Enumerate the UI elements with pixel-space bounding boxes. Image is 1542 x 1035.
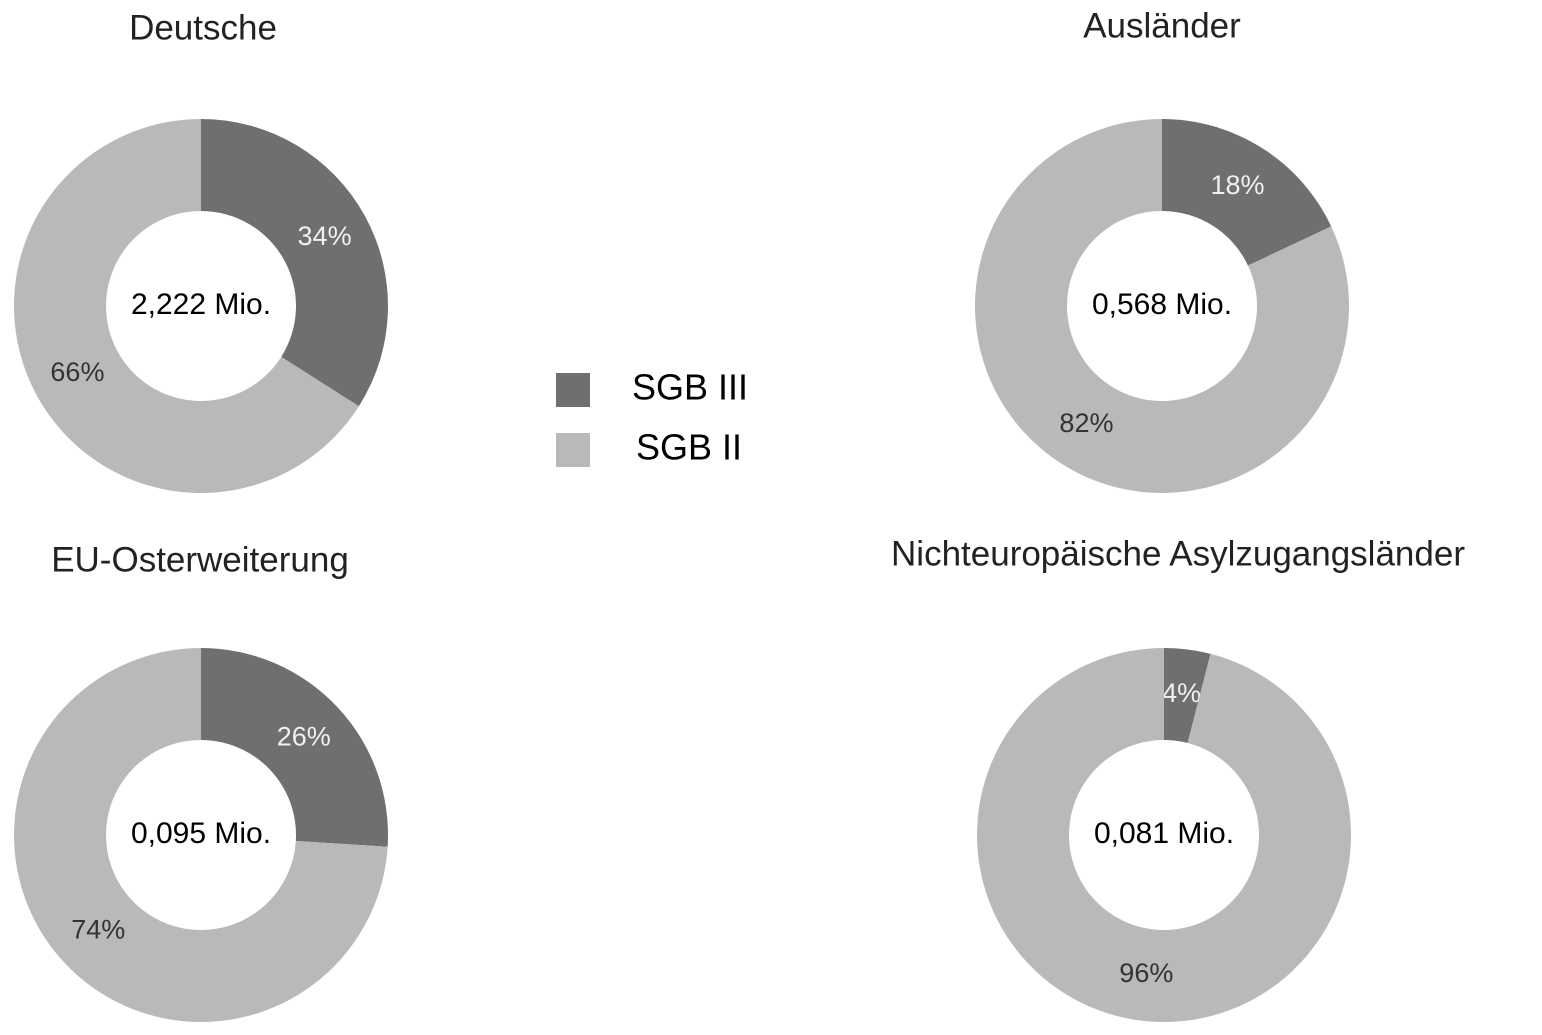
- value-label: 4%: [1162, 678, 1201, 708]
- center-label: 0,095 Mio.: [131, 817, 271, 850]
- legend-label: SGB III: [632, 367, 748, 408]
- chart-title: Ausländer: [1083, 6, 1241, 45]
- value-label: 74%: [71, 915, 125, 945]
- legend-swatch: [556, 433, 590, 467]
- value-label: 34%: [298, 221, 352, 251]
- chart-title: Deutsche: [129, 8, 277, 47]
- center-label: 0,081 Mio.: [1094, 817, 1234, 850]
- donut-slice: [976, 648, 1351, 1023]
- value-label: 18%: [1211, 170, 1265, 200]
- donut-slice: [974, 119, 1349, 494]
- center-label: 0,568 Mio.: [1092, 288, 1232, 321]
- donut-slice: [201, 119, 388, 407]
- donut-slice: [14, 648, 388, 1022]
- value-label: 82%: [1059, 408, 1113, 438]
- value-label: 26%: [277, 722, 331, 752]
- donut-slice: [1164, 648, 1211, 743]
- donut-slice: [201, 648, 389, 847]
- donut-slice: [13, 119, 359, 494]
- legend-label: SGB II: [636, 427, 742, 468]
- chart-title: EU-Osterweiterung: [51, 540, 349, 579]
- value-label: 66%: [50, 357, 104, 387]
- chart-title: Nichteuropäische Asylzugangsländer: [891, 534, 1465, 573]
- legend-swatch: [556, 373, 590, 407]
- center-label: 2,222 Mio.: [131, 288, 271, 321]
- value-label: 96%: [1119, 958, 1173, 988]
- donut-slice: [1162, 119, 1332, 266]
